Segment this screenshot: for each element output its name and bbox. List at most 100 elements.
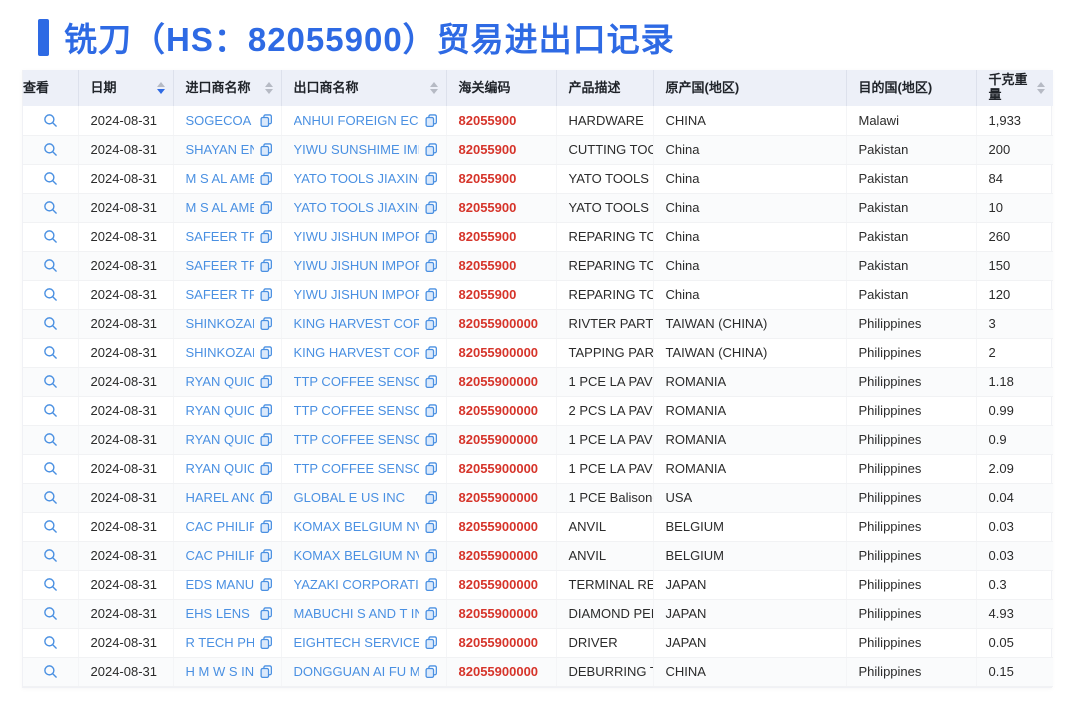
exporter-link[interactable]: DONGGUAN AI FU MEI (293, 664, 419, 679)
copy-icon[interactable] (259, 491, 273, 504)
importer-link[interactable]: CAC PHILIPPI (185, 548, 254, 563)
exporter-link[interactable]: TTP COFFEE SENSOR (293, 432, 419, 447)
importer-link[interactable]: SAFEER TRA (185, 229, 254, 244)
sort-carets-icon[interactable] (264, 82, 273, 94)
view-record-button[interactable] (39, 487, 61, 509)
sort-asc-caret-icon[interactable] (264, 82, 273, 87)
exporter-link[interactable]: KOMAX BELGIUM NV (293, 519, 419, 534)
copy-icon[interactable] (259, 230, 273, 243)
exporter-link[interactable]: EIGHTECH SERVICE C (293, 635, 419, 650)
importer-link[interactable]: SHAYAN ENT (185, 142, 254, 157)
copy-icon[interactable] (259, 288, 273, 301)
exporter-link[interactable]: YATO TOOLS JIAXING (293, 200, 419, 215)
view-record-button[interactable] (39, 226, 61, 248)
copy-icon[interactable] (259, 114, 273, 127)
copy-icon[interactable] (259, 607, 273, 620)
importer-link[interactable]: EDS MANUFA (185, 577, 254, 592)
sort-desc-caret-icon[interactable] (429, 89, 438, 94)
copy-icon[interactable] (424, 346, 438, 359)
view-record-button[interactable] (39, 429, 61, 451)
exporter-link[interactable]: YIWU SUNSHIME IMP (293, 142, 419, 157)
view-record-button[interactable] (39, 139, 61, 161)
sort-asc-caret-icon[interactable] (429, 82, 438, 87)
view-record-button[interactable] (39, 255, 61, 277)
copy-icon[interactable] (424, 433, 438, 446)
importer-link[interactable]: CAC PHILIPPI (185, 519, 254, 534)
exporter-link[interactable]: TTP COFFEE SENSOR (293, 461, 419, 476)
copy-icon[interactable] (259, 549, 273, 562)
copy-icon[interactable] (259, 346, 273, 359)
copy-icon[interactable] (424, 636, 438, 649)
copy-icon[interactable] (424, 230, 438, 243)
sort-carets-icon[interactable] (1037, 82, 1045, 94)
view-record-button[interactable] (39, 603, 61, 625)
view-record-button[interactable] (39, 284, 61, 306)
copy-icon[interactable] (259, 375, 273, 388)
view-record-button[interactable] (39, 313, 61, 335)
importer-link[interactable]: RYAN QUIOC (185, 374, 254, 389)
copy-icon[interactable] (424, 549, 438, 562)
importer-link[interactable]: SOGECOA S (185, 112, 254, 128)
exporter-link[interactable]: ANHUI FOREIGN ECON (293, 112, 419, 128)
view-record-button[interactable] (39, 197, 61, 219)
copy-icon[interactable] (424, 375, 438, 388)
importer-link[interactable]: RYAN QUIOC (185, 461, 254, 476)
copy-icon[interactable] (259, 317, 273, 330)
exporter-link[interactable]: KOMAX BELGIUM NV (293, 548, 419, 563)
importer-link[interactable]: R TECH PHILI (185, 635, 254, 650)
view-record-button[interactable] (39, 574, 61, 596)
view-record-button[interactable] (39, 458, 61, 480)
copy-icon[interactable] (424, 259, 438, 272)
importer-link[interactable]: M S AL AMEE (185, 171, 254, 186)
view-record-button[interactable] (39, 109, 61, 131)
exporter-link[interactable]: TTP COFFEE SENSOR (293, 403, 419, 418)
view-record-button[interactable] (39, 371, 61, 393)
exporter-link[interactable]: YIWU JISHUN IMPORT (293, 229, 419, 244)
copy-icon[interactable] (424, 172, 438, 185)
sort-carets-icon[interactable] (156, 82, 165, 94)
exporter-link[interactable]: YATO TOOLS JIAXING (293, 171, 419, 186)
exporter-link[interactable]: YIWU JISHUN IMPORT (293, 258, 419, 273)
importer-link[interactable]: SHINKOZAN (185, 316, 254, 331)
sort-asc-caret-icon[interactable] (156, 82, 165, 87)
exporter-link[interactable]: YAZAKI CORPORATIO (293, 577, 419, 592)
copy-icon[interactable] (424, 404, 438, 417)
exporter-link[interactable]: TTP COFFEE SENSOR (293, 374, 419, 389)
copy-icon[interactable] (259, 462, 273, 475)
importer-link[interactable]: HAREL ANG (185, 490, 254, 505)
copy-icon[interactable] (424, 520, 438, 533)
copy-icon[interactable] (259, 143, 273, 156)
importer-link[interactable]: H M W S INC (185, 664, 254, 679)
importer-link[interactable]: EHS LENS P (185, 606, 254, 621)
importer-link[interactable]: M S AL AMEE (185, 200, 254, 215)
view-record-button[interactable] (39, 632, 61, 654)
copy-icon[interactable] (424, 491, 438, 504)
exporter-link[interactable]: MABUCHI S AND T INC (293, 606, 419, 621)
view-record-button[interactable] (39, 342, 61, 364)
view-record-button[interactable] (39, 168, 61, 190)
copy-icon[interactable] (424, 143, 438, 156)
view-record-button[interactable] (39, 661, 61, 683)
sort-desc-caret-icon[interactable] (156, 89, 165, 94)
copy-icon[interactable] (259, 433, 273, 446)
importer-link[interactable]: SHINKOZAN (185, 345, 254, 360)
copy-icon[interactable] (424, 114, 438, 127)
copy-icon[interactable] (424, 288, 438, 301)
view-record-button[interactable] (39, 545, 61, 567)
copy-icon[interactable] (259, 578, 273, 591)
copy-icon[interactable] (259, 259, 273, 272)
exporter-link[interactable]: KING HARVEST CORP (293, 345, 419, 360)
sort-desc-caret-icon[interactable] (264, 89, 273, 94)
sort-desc-caret-icon[interactable] (1037, 89, 1045, 94)
sort-asc-caret-icon[interactable] (1037, 82, 1045, 87)
importer-link[interactable]: RYAN QUIOC (185, 403, 254, 418)
sort-carets-icon[interactable] (429, 82, 438, 94)
importer-link[interactable]: SAFEER TRA (185, 258, 254, 273)
copy-icon[interactable] (424, 317, 438, 330)
copy-icon[interactable] (424, 578, 438, 591)
copy-icon[interactable] (424, 201, 438, 214)
copy-icon[interactable] (424, 462, 438, 475)
copy-icon[interactable] (259, 172, 273, 185)
exporter-link[interactable]: GLOBAL E US INC (293, 490, 406, 505)
exporter-link[interactable]: KING HARVEST CORP (293, 316, 419, 331)
